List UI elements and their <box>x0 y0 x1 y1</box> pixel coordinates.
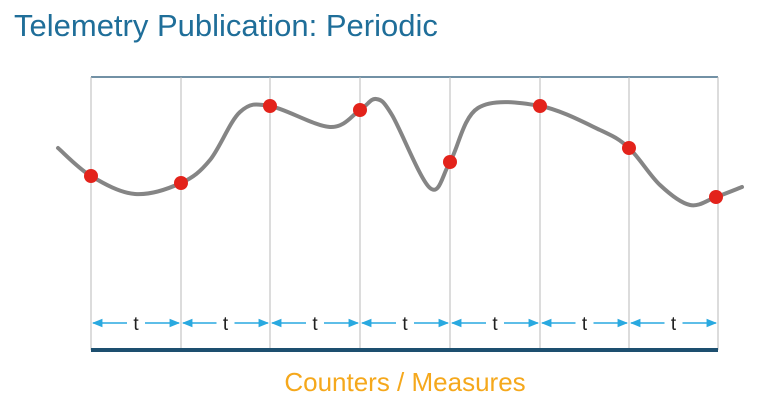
interval-label: t <box>133 314 139 335</box>
sample-dot <box>443 155 457 169</box>
sample-dot <box>353 103 367 117</box>
interval-label: t <box>582 314 588 335</box>
signal-curve <box>56 96 744 208</box>
sample-dot <box>622 141 636 155</box>
sample-dot <box>263 99 277 113</box>
interval-label: t <box>492 314 498 335</box>
footer-label: Counters / Measures <box>284 367 525 397</box>
sample-points <box>84 99 723 204</box>
title: Telemetry Publication: Periodic <box>14 8 438 43</box>
interval-lines <box>90 77 719 350</box>
interval-label: t <box>312 314 318 335</box>
interval-label: t <box>223 314 229 335</box>
interval-label: t <box>402 314 408 335</box>
interval-label: t <box>671 314 677 335</box>
sample-dot <box>533 99 547 113</box>
sample-dot <box>709 190 723 204</box>
sample-dot <box>174 176 188 190</box>
sample-dot <box>84 169 98 183</box>
